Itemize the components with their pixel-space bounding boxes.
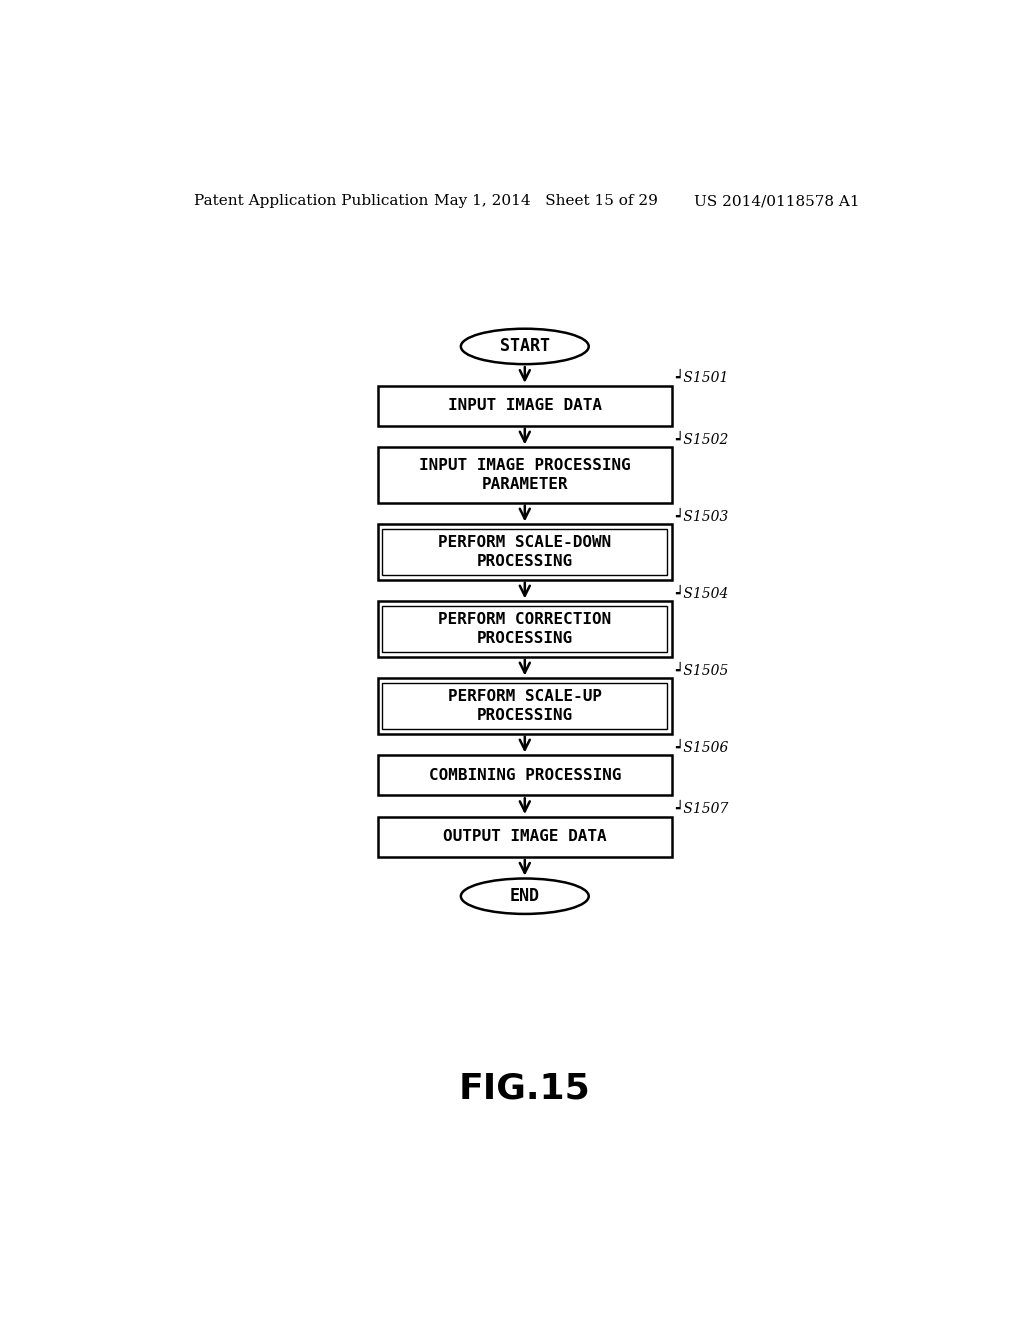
Text: US 2014/0118578 A1: US 2014/0118578 A1 xyxy=(693,194,859,209)
Text: PERFORM SCALE-DOWN
PROCESSING: PERFORM SCALE-DOWN PROCESSING xyxy=(438,535,611,569)
FancyBboxPatch shape xyxy=(382,529,668,576)
Text: INPUT IMAGE PROCESSING
PARAMETER: INPUT IMAGE PROCESSING PARAMETER xyxy=(419,458,631,492)
FancyBboxPatch shape xyxy=(382,606,668,652)
Text: START: START xyxy=(500,338,550,355)
Text: ┙S1502: ┙S1502 xyxy=(675,433,728,446)
Text: Patent Application Publication: Patent Application Publication xyxy=(194,194,428,209)
Text: ┙S1506: ┙S1506 xyxy=(675,741,728,755)
Text: ┙S1503: ┙S1503 xyxy=(675,510,728,524)
Text: END: END xyxy=(510,887,540,906)
FancyBboxPatch shape xyxy=(378,524,672,579)
Text: OUTPUT IMAGE DATA: OUTPUT IMAGE DATA xyxy=(443,829,606,845)
Text: ┙S1505: ┙S1505 xyxy=(675,664,728,677)
FancyBboxPatch shape xyxy=(378,447,672,503)
FancyBboxPatch shape xyxy=(382,682,668,729)
FancyBboxPatch shape xyxy=(378,755,672,796)
Text: COMBINING PROCESSING: COMBINING PROCESSING xyxy=(429,768,621,783)
FancyBboxPatch shape xyxy=(378,817,672,857)
Text: ┙S1504: ┙S1504 xyxy=(675,586,728,601)
Text: ┙S1507: ┙S1507 xyxy=(675,803,728,816)
Ellipse shape xyxy=(461,329,589,364)
Text: May 1, 2014   Sheet 15 of 29: May 1, 2014 Sheet 15 of 29 xyxy=(434,194,658,209)
FancyBboxPatch shape xyxy=(378,385,672,426)
FancyBboxPatch shape xyxy=(378,678,672,734)
Text: ┙S1501: ┙S1501 xyxy=(675,371,728,385)
Ellipse shape xyxy=(461,879,589,913)
FancyBboxPatch shape xyxy=(378,602,672,657)
Text: PERFORM SCALE-UP
PROCESSING: PERFORM SCALE-UP PROCESSING xyxy=(447,689,602,723)
Text: INPUT IMAGE DATA: INPUT IMAGE DATA xyxy=(447,399,602,413)
Text: FIG.15: FIG.15 xyxy=(459,1072,591,1105)
Text: PERFORM CORRECTION
PROCESSING: PERFORM CORRECTION PROCESSING xyxy=(438,611,611,647)
